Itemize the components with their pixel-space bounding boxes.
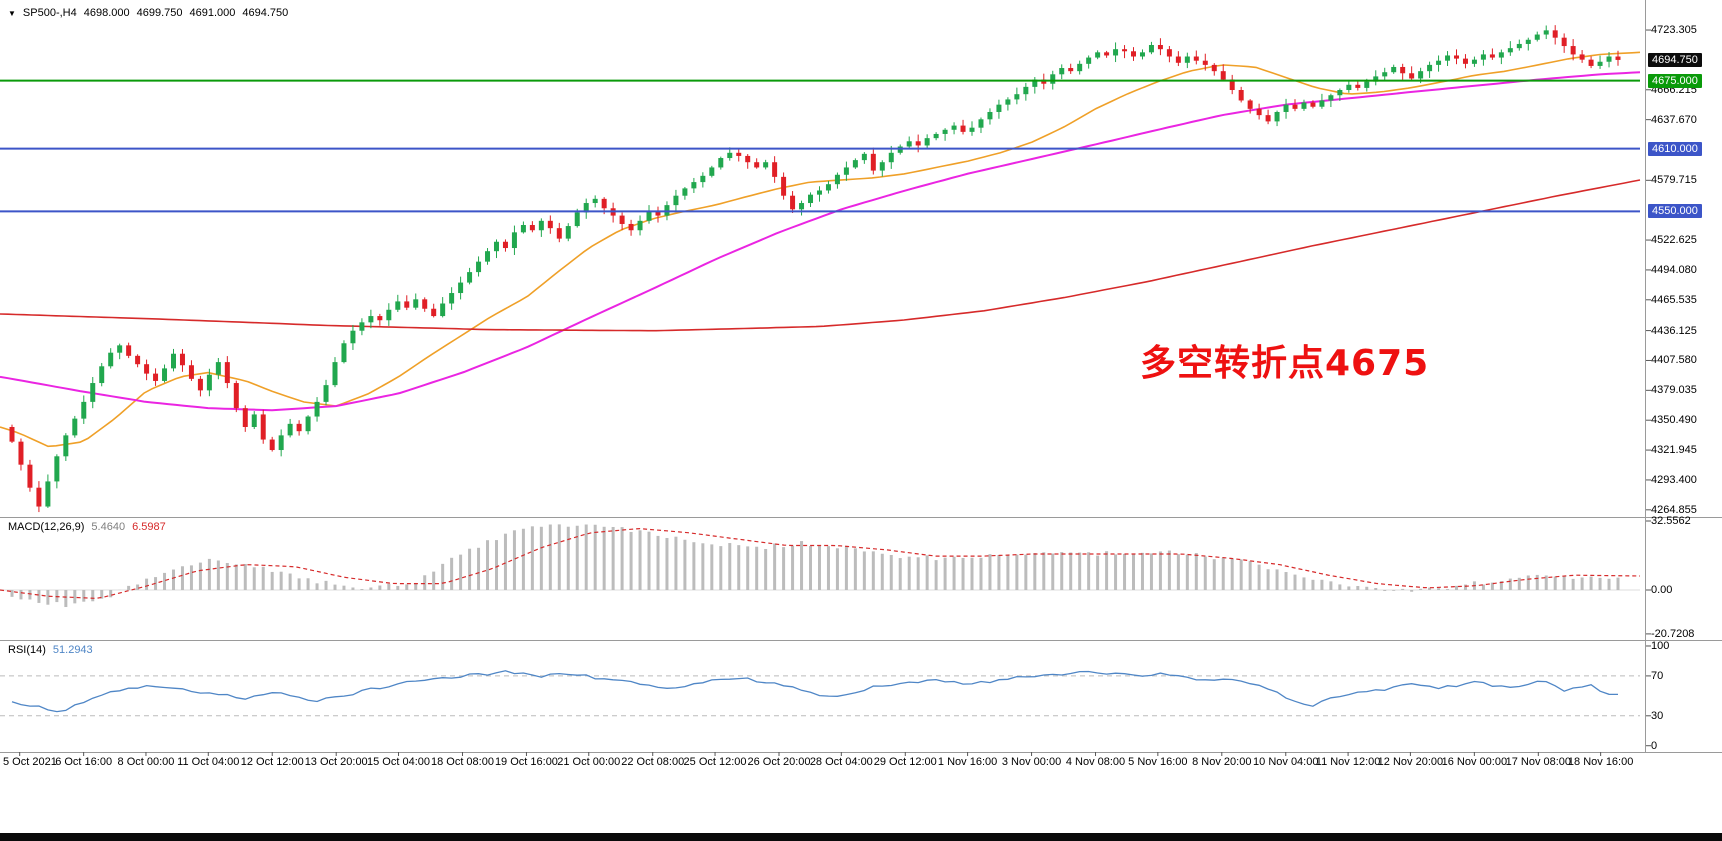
time-axis-label: 12 Oct 12:00 [240,756,304,768]
macd-value: 5.4640 [91,521,126,533]
time-axis-label: 26 Oct 20:00 [747,756,811,768]
macd-signal-value: 6.5987 [132,521,166,533]
time-axis-label: 15 Oct 04:00 [367,756,431,768]
panel-separators [0,0,1722,753]
macd-tick-label: -20.7208 [1651,627,1695,640]
time-axis-label: 29 Oct 12:00 [873,756,937,768]
rsi-value: 51.2943 [52,644,93,656]
ma-fast-line [0,51,1641,448]
time-axis-label: 12 Nov 20:00 [1377,756,1444,768]
scale-ticks [19,29,1651,756]
time-axis-label: 22 Oct 08:00 [621,756,685,768]
time-axis-label: 3 Nov 00:00 [1001,756,1062,768]
price-tick-label: 4379.035 [1651,384,1697,397]
level-price-tag: 4550.000 [1648,204,1702,219]
price-tick-label: 4522.625 [1651,234,1697,247]
level-price-tag: 4675.000 [1648,73,1702,88]
price-tick-label: 4293.400 [1651,473,1697,486]
time-axis-label: 18 Oct 08:00 [430,756,494,768]
level-price-tag: 4610.000 [1648,141,1702,156]
time-axis-label: 10 Nov 04:00 [1253,756,1319,768]
time-axis-label: 8 Nov 20:00 [1192,756,1252,768]
time-axis-label: 4 Nov 08:00 [1065,756,1126,768]
collapse-triangle-icon[interactable]: ▼ [8,8,16,18]
time-axis-label: 5 Oct 2021 [3,756,57,768]
time-axis-label: 5 Nov 16:00 [1128,756,1188,768]
candles-layer [9,25,1621,513]
price-tick-label: 4407.580 [1651,354,1697,367]
macd-histogram-layer [10,524,1620,608]
time-axis-label: 6 Oct 16:00 [55,756,113,768]
price-tick-label: 4436.125 [1651,324,1697,337]
price-tick-label: 4637.670 [1651,113,1697,126]
price-tick-label: 4264.855 [1651,503,1697,516]
price-tick-label: 4350.490 [1651,414,1697,427]
price-scale[interactable]: 4723.305 4666.215 4637.670 4579.715 4522.625… [1646,0,1722,752]
macd-signal-line [0,527,1641,600]
ohlc-low: 4691.000 [189,7,236,19]
macd-name: MACD(12,26,9) [8,521,85,533]
time-axis-label: 19 Oct 16:00 [494,756,558,768]
time-axis-label: 17 Nov 08:00 [1505,756,1572,768]
time-axis-label: 13 Oct 20:00 [304,756,368,768]
macd-indicator-label: MACD(12,26,9) 5.4640 6.5987 [8,521,166,533]
symbol-title: SP500-,H4 [22,7,77,19]
macd-tick-label: 0.00 [1651,583,1673,596]
price-tick-label: 4723.305 [1651,24,1697,37]
ma-medium-line [0,71,1641,412]
rsi-tick-label: 30 [1651,709,1664,722]
ohlc-high: 4699.750 [136,7,183,19]
time-axis-label: 8 Oct 00:00 [117,756,175,768]
price-tick-label: 4321.945 [1651,444,1697,457]
time-axis[interactable]: 5 Oct 2021 6 Oct 16:00 8 Oct 00:00 11 Oct 0… [0,752,1646,772]
time-axis-label: 16 Nov 00:00 [1441,756,1508,768]
ohlc-close: 4694.750 [242,7,289,19]
time-axis-label: 11 Nov 12:00 [1315,756,1381,768]
ma-slow-line [0,179,1641,332]
level-lines-layer [0,79,1640,213]
rsi-tick-label: 100 [1651,639,1670,652]
time-axis-label: 18 Nov 16:00 [1567,756,1634,768]
time-axis-label: 11 Oct 04:00 [177,756,240,768]
price-tick-label: 4579.715 [1651,174,1697,187]
current-price-tag: 4694.750 [1648,52,1702,67]
time-axis-label: 28 Oct 04:00 [809,756,873,768]
time-axis-label: 1 Nov 16:00 [937,756,998,768]
rsi-line [11,670,1619,713]
trend-annotation: 多空转折点4675 [1140,343,1430,384]
time-axis-label: 21 Oct 00:00 [557,756,621,768]
ohlc-open: 4698.000 [83,7,130,19]
price-tick-label: 4494.080 [1651,263,1697,276]
rsi-tick-label: 0 [1651,739,1658,752]
symbol-info-bar: ▼ SP500-,H4 4698.000 4699.750 4691.000 4… [8,7,288,19]
rsi-name: RSI(14) [8,644,46,656]
rsi-levels-layer [0,675,1640,717]
bottom-edge-strip [0,833,1722,841]
rsi-tick-label: 70 [1651,669,1664,682]
rsi-indicator-label: RSI(14) 51.2943 [8,644,93,656]
time-axis-label: 25 Oct 12:00 [683,756,747,768]
macd-tick-label: 32.5562 [1651,515,1691,527]
price-tick-label: 4465.535 [1651,293,1697,306]
